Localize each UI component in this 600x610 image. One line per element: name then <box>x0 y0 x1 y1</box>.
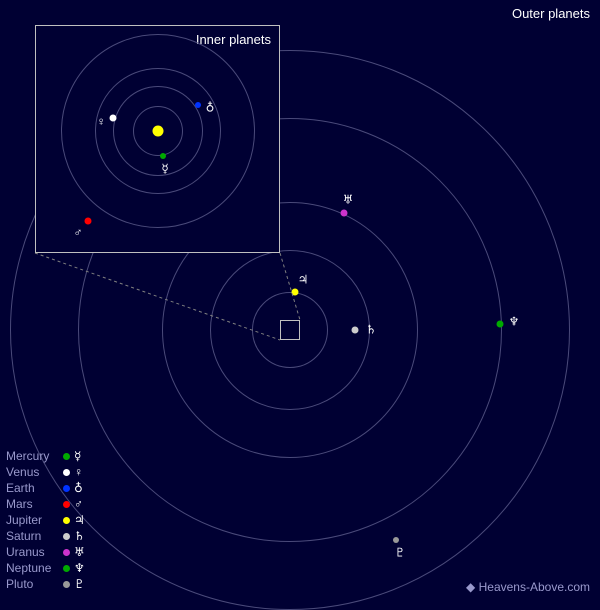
legend-name: Mars <box>6 497 61 511</box>
planet-earth <box>195 102 201 108</box>
legend-row-mars: Mars ♂ <box>6 496 85 512</box>
legend-symbol: ♃ <box>74 513 85 528</box>
planet-venus <box>110 115 117 122</box>
legend-symbol: ♄ <box>74 529 85 544</box>
outer-title: Outer planets <box>512 6 590 21</box>
planet-symbol-mercury: ☿ <box>161 162 168 177</box>
legend-symbol: ♅ <box>74 545 85 560</box>
legend-name: Mercury <box>6 449 61 463</box>
planet-symbol-saturn: ♄ <box>366 323 377 338</box>
diamond-icon: ◆ <box>466 580 479 594</box>
planet-pluto <box>393 537 399 543</box>
planet-symbol-jupiter: ♃ <box>298 273 309 288</box>
legend-dot-icon <box>63 549 70 556</box>
legend-dot-icon <box>63 581 70 588</box>
legend-row-saturn: Saturn ♄ <box>6 528 85 544</box>
planet-symbol-neptune: ♆ <box>509 315 520 330</box>
legend-name: Neptune <box>6 561 61 575</box>
planet-jupiter <box>292 289 299 296</box>
legend-symbol: ♆ <box>74 561 85 576</box>
legend-name: Uranus <box>6 545 61 559</box>
legend-dot-icon <box>63 485 70 492</box>
legend-name: Earth <box>6 481 61 495</box>
legend-symbol: ☿ <box>74 449 81 464</box>
legend-row-pluto: Pluto ♇ <box>6 576 85 592</box>
planet-uranus <box>341 210 348 217</box>
legend-row-venus: Venus ♀ <box>6 464 85 480</box>
legend-symbol: ♂ <box>74 497 83 512</box>
planet-legend: Mercury ☿ Venus ♀ Earth ♁ Mars ♂ Jupiter ♃ Saturn ♄… <box>6 448 85 592</box>
legend-dot-icon <box>63 517 70 524</box>
planet-symbol-venus: ♀ <box>97 115 106 130</box>
legend-dot-icon <box>63 469 70 476</box>
planet-symbol-earth: ♁ <box>206 101 215 116</box>
legend-dot-icon <box>63 565 70 572</box>
planet-neptune <box>497 321 504 328</box>
legend-name: Pluto <box>6 577 61 591</box>
inner-planets-inset: Inner planets ☿ ♀ ♁ ♂ <box>35 25 280 253</box>
inner-title: Inner planets <box>196 32 271 47</box>
legend-dot-icon <box>63 533 70 540</box>
legend-symbol: ♀ <box>74 465 83 480</box>
planet-mercury <box>160 153 166 159</box>
legend-row-earth: Earth ♁ <box>6 480 85 496</box>
planet-mars <box>85 218 92 225</box>
inner-region-indicator <box>280 320 300 340</box>
planet-symbol-uranus: ♅ <box>343 193 354 208</box>
legend-dot-icon <box>63 453 70 460</box>
sun <box>153 126 164 137</box>
legend-row-uranus: Uranus ♅ <box>6 544 85 560</box>
legend-row-neptune: Neptune ♆ <box>6 560 85 576</box>
legend-name: Venus <box>6 465 61 479</box>
legend-symbol: ♁ <box>74 481 83 496</box>
legend-name: Saturn <box>6 529 61 543</box>
credit-text: ◆ Heavens-Above.com <box>466 580 590 594</box>
planet-symbol-mars: ♂ <box>74 226 83 241</box>
legend-row-jupiter: Jupiter ♃ <box>6 512 85 528</box>
legend-symbol: ♇ <box>74 577 85 592</box>
planet-symbol-pluto: ♇ <box>395 546 406 561</box>
legend-name: Jupiter <box>6 513 61 527</box>
legend-row-mercury: Mercury ☿ <box>6 448 85 464</box>
planet-saturn <box>352 327 359 334</box>
legend-dot-icon <box>63 501 70 508</box>
